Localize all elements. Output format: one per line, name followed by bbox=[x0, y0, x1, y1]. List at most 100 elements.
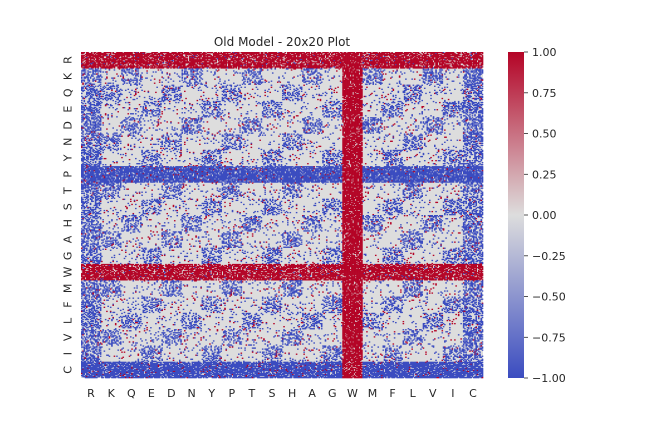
heatmap-pixel bbox=[122, 64, 125, 66]
heatmap-pixel bbox=[131, 55, 133, 57]
heatmap-pixel bbox=[165, 52, 167, 54]
heatmap-pixel bbox=[168, 61, 171, 63]
heatmap-pixel bbox=[137, 59, 140, 61]
heatmap-pixel bbox=[135, 53, 137, 55]
heatmap-pixel bbox=[313, 52, 315, 54]
heatmap-pixel bbox=[209, 64, 211, 66]
heatmap-pixel bbox=[285, 54, 288, 56]
heatmap-pixel bbox=[151, 62, 153, 64]
heatmap-pixel bbox=[254, 56, 256, 58]
heatmap-pixel bbox=[190, 59, 192, 61]
heatmap-pixel bbox=[280, 52, 283, 54]
heatmap-pixel bbox=[143, 53, 146, 55]
heatmap-pixel bbox=[171, 59, 174, 61]
heatmap-pixel bbox=[224, 66, 226, 68]
heatmap-pixel bbox=[84, 59, 87, 61]
heatmap-pixel bbox=[244, 59, 246, 61]
chart-title: Old Model - 20x20 Plot bbox=[214, 35, 351, 49]
heatmap-pixel bbox=[98, 53, 101, 55]
heatmap-pixel bbox=[304, 81, 307, 83]
heatmap-pixel bbox=[197, 59, 200, 61]
heatmap-pixel bbox=[181, 59, 184, 61]
heatmap-pixel bbox=[140, 58, 142, 60]
heatmap-pixel bbox=[212, 57, 215, 59]
heatmap-pixel bbox=[258, 55, 260, 57]
heatmap-pixel bbox=[250, 66, 253, 68]
heatmap-pixel bbox=[119, 75, 122, 77]
heatmap-pixel bbox=[117, 57, 119, 59]
heatmap-pixel bbox=[135, 59, 137, 61]
heatmap-pixel bbox=[92, 60, 94, 62]
heatmap-pixel bbox=[165, 56, 167, 58]
heatmap-pixel bbox=[229, 56, 231, 58]
heatmap-pixel bbox=[133, 55, 136, 57]
heatmap-pixel bbox=[131, 66, 133, 68]
heatmap-pixel bbox=[140, 80, 142, 82]
heatmap-pixel bbox=[298, 53, 300, 55]
heatmap-pixel bbox=[224, 65, 226, 67]
heatmap-pixel bbox=[303, 52, 305, 54]
heatmap-pixel bbox=[221, 67, 224, 69]
heatmap-pixel bbox=[162, 66, 165, 68]
heatmap-pixel bbox=[81, 65, 83, 67]
heatmap-pixel bbox=[299, 57, 302, 59]
heatmap-pixel bbox=[276, 63, 279, 65]
heatmap-pixel bbox=[231, 54, 234, 56]
heatmap-pixel bbox=[212, 54, 215, 56]
heatmap-pixel bbox=[258, 66, 260, 68]
heatmap-pixel bbox=[282, 75, 284, 77]
heatmap-pixel bbox=[168, 59, 171, 61]
heatmap-pixel bbox=[221, 65, 224, 67]
heatmap-pixel bbox=[284, 60, 287, 62]
heatmap-pixel bbox=[215, 53, 217, 55]
heatmap-pixel bbox=[280, 66, 283, 68]
heatmap-pixel bbox=[205, 57, 207, 59]
heatmap-pixel bbox=[81, 57, 83, 59]
heatmap-pixel bbox=[314, 55, 317, 57]
heatmap-pixel bbox=[181, 57, 184, 59]
heatmap-pixel bbox=[205, 65, 207, 67]
heatmap-pixel bbox=[221, 64, 224, 66]
heatmap-pixel bbox=[127, 60, 130, 62]
heatmap-pixel bbox=[143, 65, 146, 67]
heatmap-pixel bbox=[178, 65, 181, 67]
heatmap-pixel bbox=[309, 62, 312, 64]
heatmap-pixel bbox=[207, 58, 210, 60]
heatmap-pixel bbox=[269, 58, 271, 60]
heatmap-pixel bbox=[191, 63, 194, 65]
heatmap-pixel bbox=[166, 61, 168, 63]
heatmap-pixel bbox=[268, 63, 270, 65]
heatmap-pixel bbox=[87, 52, 89, 54]
heatmap-pixel bbox=[127, 52, 130, 54]
heatmap-pixel bbox=[295, 53, 298, 55]
heatmap-pixel bbox=[289, 55, 292, 57]
heatmap-pixel bbox=[187, 52, 190, 54]
heatmap-pixel bbox=[319, 82, 322, 84]
heatmap-pixel bbox=[112, 55, 114, 57]
heatmap-pixel bbox=[274, 62, 277, 64]
heatmap-pixel bbox=[216, 54, 219, 56]
heatmap-pixel bbox=[244, 56, 246, 58]
heatmap-pixel bbox=[184, 53, 186, 55]
heatmap-pixel bbox=[153, 78, 156, 80]
heatmap-pixel bbox=[338, 75, 341, 77]
heatmap-pixel bbox=[157, 54, 160, 56]
heatmap-pixel bbox=[212, 59, 215, 61]
heatmap-pixel bbox=[278, 65, 280, 67]
heatmap-pixel bbox=[260, 56, 263, 58]
heatmap-pixel bbox=[129, 58, 132, 60]
heatmap-pixel bbox=[244, 62, 246, 64]
heatmap-pixel bbox=[98, 55, 101, 57]
heatmap-pixel bbox=[103, 60, 106, 62]
heatmap-pixel bbox=[107, 66, 109, 68]
heatmap-pixel bbox=[293, 64, 295, 66]
heatmap-pixel bbox=[407, 58, 410, 60]
heatmap-pixel bbox=[268, 58, 270, 60]
heatmap-pixel bbox=[289, 58, 292, 60]
heatmap-pixel bbox=[166, 52, 168, 54]
heatmap-pixel bbox=[111, 64, 113, 66]
heatmap-pixel bbox=[109, 60, 112, 62]
heatmap-pixel bbox=[124, 54, 127, 56]
heatmap-pixel bbox=[298, 54, 300, 56]
heatmap-pixel bbox=[131, 60, 133, 62]
